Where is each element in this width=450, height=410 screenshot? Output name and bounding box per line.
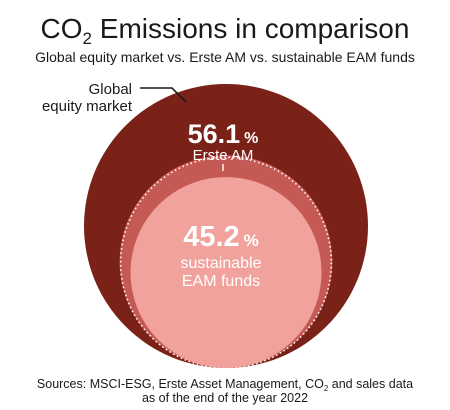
chart-title: CO2 Emissions in comparison — [41, 13, 410, 48]
erste-value-unit: % — [244, 130, 258, 147]
chart-title-rest: Emissions in comparison — [92, 13, 409, 44]
sust-value-number: 45.2 — [183, 221, 239, 253]
sust-label-line2: EAM funds — [182, 273, 260, 290]
sust-label-line1: sustainable — [181, 255, 262, 272]
label-global-line2: equity market — [42, 98, 133, 115]
bubble-erste-am-outline — [119, 156, 333, 369]
leader-line-global — [140, 87, 187, 103]
label-global-line1: Global — [89, 81, 132, 98]
chart-title-main: CO — [41, 13, 83, 44]
sources-line1-a: Sources: MSCI-ESG, Erste Asset Managemen… — [37, 377, 324, 391]
erste-value: 56.1% — [188, 119, 259, 149]
chart-title-sub: 2 — [83, 29, 92, 48]
erste-label: Erste AM — [193, 147, 254, 164]
sources-line1-b: and sales data — [328, 377, 413, 391]
bubble-sustainable-eam-funds — [130, 177, 322, 368]
erste-value-number: 56.1 — [188, 119, 241, 149]
sources-line2: as of the end of the year 2022 — [142, 391, 308, 405]
sources-line1: Sources: MSCI-ESG, Erste Asset Managemen… — [37, 377, 413, 393]
sust-value: 45.2% — [183, 221, 259, 253]
chart-subtitle: Global equity market vs. Erste AM vs. su… — [35, 49, 415, 65]
sust-value-unit: % — [244, 231, 259, 250]
sources-line1-sub: 2 — [324, 384, 329, 393]
